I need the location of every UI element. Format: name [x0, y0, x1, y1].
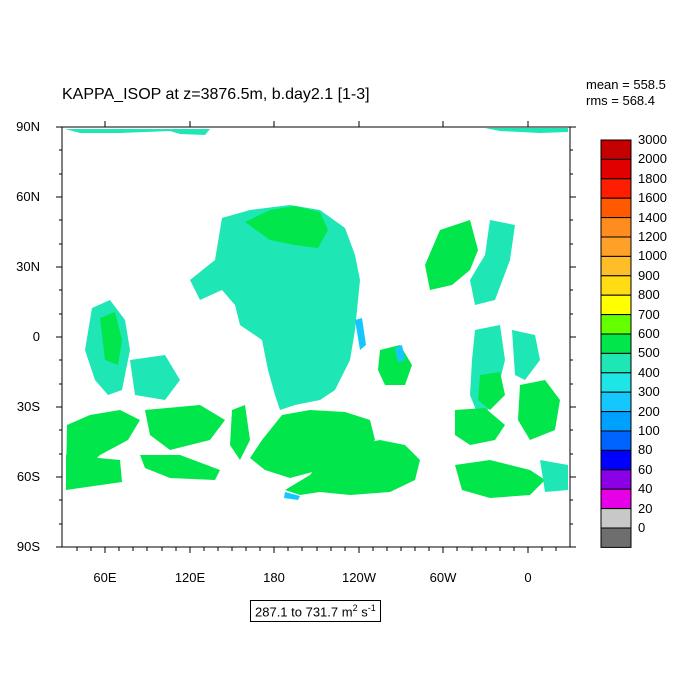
y-tick-label: 0 [32, 329, 40, 344]
edge-1 [355, 318, 366, 350]
arctic-strip-left [65, 129, 210, 135]
west-field-2 [100, 312, 122, 365]
west-field-8 [230, 405, 250, 460]
legend-swatch [600, 469, 632, 490]
legend-swatch [600, 178, 632, 199]
central-field [190, 205, 360, 410]
arctic-strip-right [485, 128, 568, 133]
y-axis-ticks [56, 126, 576, 548]
x-tick-label: 60E [93, 570, 117, 585]
east-field-6 [518, 380, 560, 440]
south-band-1 [285, 440, 420, 495]
east-field-7 [455, 460, 545, 498]
legend-label: 900 [638, 267, 660, 283]
y-tick-label: 60N [16, 189, 40, 204]
legend-swatch [600, 255, 632, 277]
legend-swatch [600, 449, 632, 471]
east-field-4 [512, 330, 540, 380]
west-field-6 [140, 455, 220, 480]
legend-swatch [600, 430, 632, 451]
range-mid: s [357, 604, 368, 620]
legend-label: 300 [638, 384, 660, 400]
x-tick-label: 120W [342, 570, 376, 585]
legend-label: 2000 [638, 151, 667, 167]
plot-title: KAPPA_ISOP at z=3876.5m, b.day2.1 [1-3] [62, 86, 370, 103]
west-field-4 [66, 455, 122, 490]
legend-label: 800 [638, 287, 660, 303]
edge-2 [395, 345, 405, 362]
y-tick-label: 90S [16, 539, 40, 554]
x-tick-label: 180 [263, 570, 285, 585]
east-field-9 [478, 372, 505, 410]
legend-label: 0 [638, 520, 646, 535]
east-field-8 [540, 460, 568, 492]
x-tick-label: 0 [524, 570, 532, 585]
legend-label: 100 [638, 423, 660, 438]
field-shapes [65, 128, 568, 500]
central-north-green [245, 206, 328, 248]
range-label: 287.1 to 731.7 m2 s-1 [250, 600, 381, 623]
legend-label: 1000 [638, 248, 667, 264]
legend-label: 1200 [638, 229, 667, 244]
legend-swatch [600, 197, 632, 219]
legend-swatch [600, 314, 632, 335]
x-tick-label: 60W [429, 570, 457, 585]
east-field-1 [425, 220, 478, 290]
legend-swatch [600, 275, 632, 296]
legend-label: 1800 [638, 170, 667, 186]
range-text: 287.1 to 731.7 m [255, 604, 353, 620]
legend-swatch [600, 333, 632, 354]
legend-label: 3000 [638, 132, 667, 147]
legend-colorbar [600, 139, 632, 548]
y-tick-label: 90N [16, 119, 40, 134]
x-axis-ticks [76, 121, 557, 553]
mean-value: mean = 558.5 [586, 77, 666, 92]
west-field-7 [130, 355, 180, 400]
legend-swatch [600, 488, 632, 510]
legend-swatch [600, 352, 632, 374]
legend-label: 1400 [638, 209, 667, 225]
east-field-2 [470, 220, 515, 305]
legend-label: 200 [638, 403, 660, 419]
legend-swatch [600, 158, 632, 180]
legend-swatch [600, 139, 632, 160]
legend-label: 400 [638, 364, 660, 380]
legend-label: 80 [638, 442, 653, 458]
legend-label: 20 [638, 500, 653, 516]
x-tick-label: 120E [174, 570, 206, 585]
legend-swatch [600, 391, 632, 413]
legend-swatch [600, 372, 632, 393]
edge-3 [284, 492, 300, 500]
legend-swatch [600, 236, 632, 257]
range-sup-2: -1 [367, 603, 376, 613]
legend-label: 500 [638, 345, 660, 361]
legend-swatch [600, 217, 632, 238]
legend-swatch [600, 527, 632, 548]
west-field-5 [145, 405, 225, 450]
legend-label: 1600 [638, 190, 667, 206]
y-tick-label: 30N [16, 259, 40, 274]
legend-swatch [600, 294, 632, 316]
legend-label: 600 [638, 326, 660, 341]
y-tick-label: 60S [16, 469, 40, 484]
legend-label: 700 [638, 306, 660, 322]
legend-swatch [600, 508, 632, 529]
y-tick-label: 30S [16, 399, 40, 414]
east-field-5 [455, 408, 505, 445]
legend-label: 60 [638, 461, 653, 477]
rms-value: rms = 568.4 [586, 93, 656, 108]
legend-label: 40 [638, 481, 653, 497]
range-sup-1: 2 [352, 603, 358, 613]
legend-swatch [600, 411, 632, 432]
